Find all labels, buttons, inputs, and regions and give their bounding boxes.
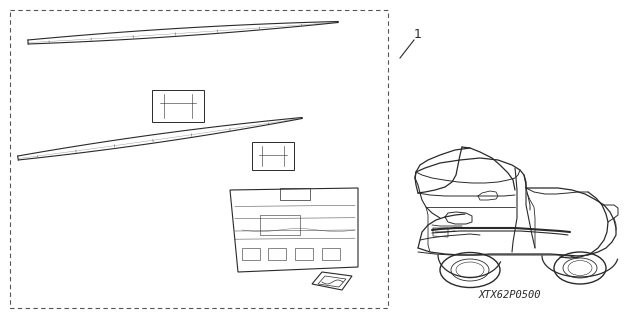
Bar bbox=[260, 215, 300, 235]
Bar bbox=[10, 10, 388, 308]
Text: 1: 1 bbox=[414, 28, 422, 41]
Text: XTX62P0500: XTX62P0500 bbox=[479, 290, 541, 300]
Bar bbox=[322, 248, 340, 260]
Bar bbox=[242, 248, 260, 260]
Bar bbox=[295, 248, 313, 260]
Bar bbox=[252, 142, 294, 170]
Bar bbox=[268, 248, 286, 260]
Bar bbox=[152, 90, 204, 122]
